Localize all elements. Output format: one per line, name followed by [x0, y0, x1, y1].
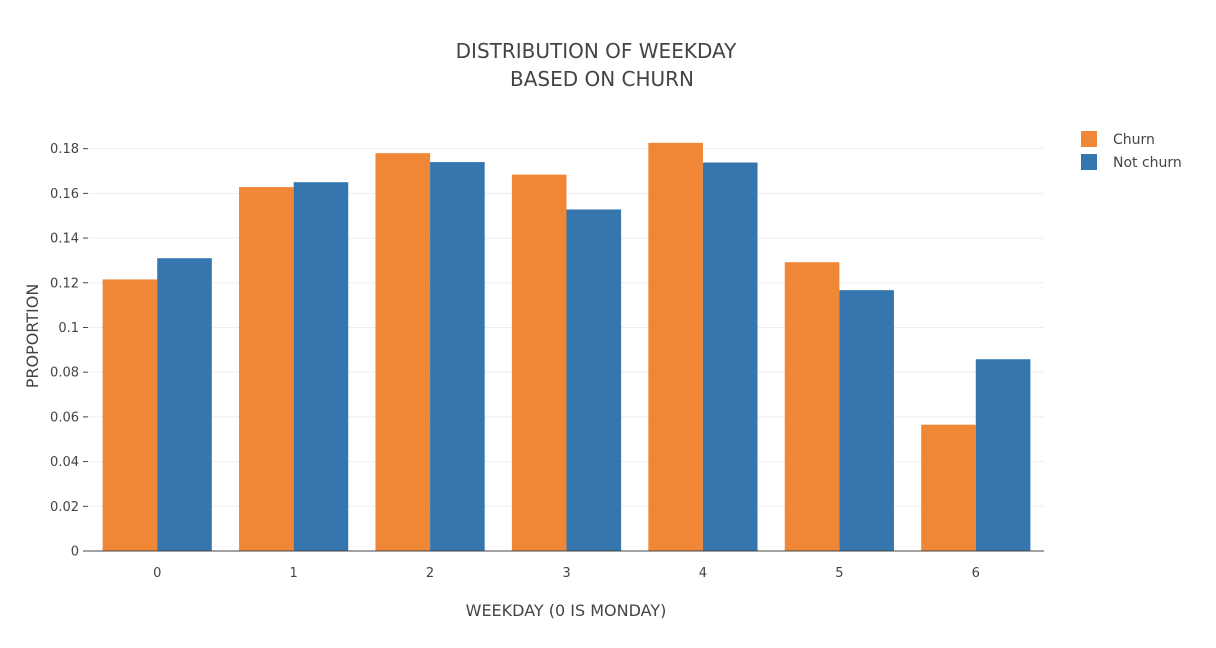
bar-not-churn-1[interactable] — [293, 182, 349, 551]
bar-not-churn-0[interactable] — [157, 258, 212, 551]
bar-not-churn-2[interactable] — [430, 162, 485, 551]
y-tick-label: 0.14 — [50, 232, 79, 247]
axes — [83, 148, 1044, 552]
y-tick-label: 0.06 — [50, 410, 79, 425]
y-tick-label: 0.08 — [50, 366, 79, 381]
x-tick-labels: 0 1 2 3 4 5 6 — [153, 566, 980, 581]
x-tick-label: 1 — [290, 566, 298, 581]
legend: Churn Not churn — [1081, 131, 1182, 171]
bar-not-churn-6[interactable] — [975, 359, 1031, 551]
bar-churn-0[interactable] — [102, 279, 158, 551]
y-tick-label: 0.18 — [50, 142, 79, 157]
x-tick-label: 3 — [562, 566, 570, 581]
y-tick-label: 0.16 — [50, 187, 79, 202]
x-axis-title: WEEKDAY (0 IS MONDAY) — [466, 601, 667, 620]
x-tick-label: 6 — [972, 566, 980, 581]
y-tick-label: 0.02 — [50, 500, 79, 515]
y-tick-labels: 0 0.02 0.04 0.06 0.08 0.1 0.12 0.14 0.16 0.18 — [50, 142, 79, 559]
bar-churn-2[interactable] — [375, 153, 431, 551]
bar-not-churn-5[interactable] — [839, 290, 894, 551]
y-tick-label: 0.1 — [58, 321, 79, 336]
y-tick-label: 0.04 — [50, 455, 79, 470]
y-tick-label: 0 — [71, 545, 79, 560]
chart-title: DISTRIBUTION OF WEEKDAY BASED ON CHURN — [456, 39, 737, 91]
y-axis-title: PROPORTION — [23, 284, 42, 389]
bar-not-churn-3[interactable] — [566, 209, 622, 552]
x-tick-label: 4 — [699, 566, 707, 581]
chart-title-line-1: DISTRIBUTION OF WEEKDAY — [456, 39, 737, 63]
x-tick-label: 0 — [153, 566, 161, 581]
legend-swatch-churn[interactable] — [1081, 131, 1097, 147]
bar-churn-1[interactable] — [239, 187, 294, 551]
legend-swatch-not-churn[interactable] — [1081, 154, 1097, 170]
x-tick-label: 5 — [835, 566, 843, 581]
bar-churn-4[interactable] — [648, 142, 703, 551]
bar-not-churn-4[interactable] — [702, 162, 758, 551]
x-tick-label: 2 — [426, 566, 434, 581]
bars — [102, 142, 1031, 552]
bar-churn-6[interactable] — [921, 424, 976, 551]
bar-churn-3[interactable] — [511, 174, 567, 551]
legend-label[interactable]: Churn — [1113, 132, 1155, 148]
bar-churn-5[interactable] — [784, 262, 840, 551]
y-tick-label: 0.12 — [50, 276, 79, 291]
chart-title-line-2: BASED ON CHURN — [510, 67, 694, 91]
legend-label[interactable]: Not churn — [1113, 155, 1182, 171]
